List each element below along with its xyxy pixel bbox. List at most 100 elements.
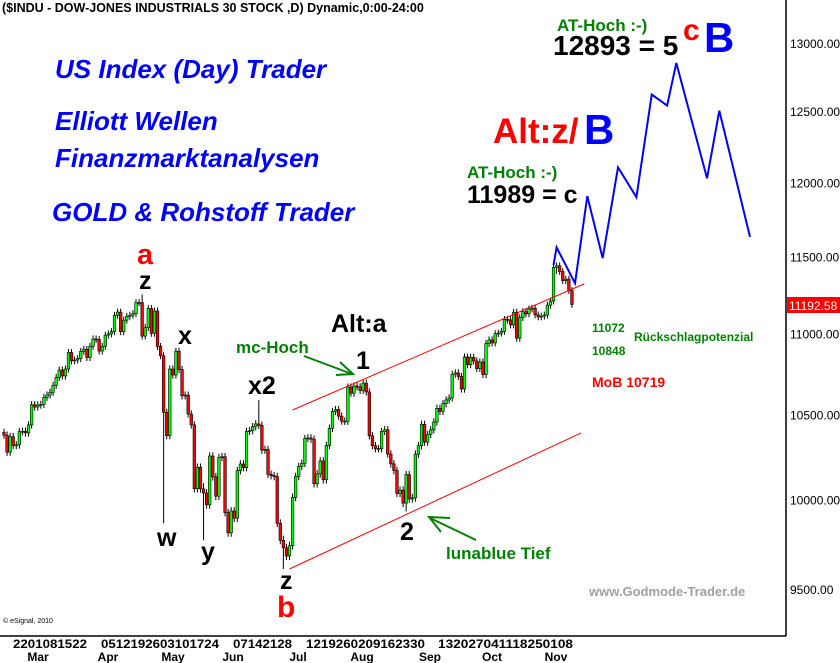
candle bbox=[158, 342, 163, 360]
x-tick-label: 1219260209162330 bbox=[306, 637, 425, 651]
candle bbox=[2, 428, 6, 439]
candle-body bbox=[401, 489, 405, 504]
candle bbox=[545, 301, 549, 319]
candle bbox=[66, 348, 71, 373]
candle-body bbox=[364, 382, 368, 393]
rueckschlag-label: Rückschlagpotenzial bbox=[634, 330, 753, 344]
candle bbox=[82, 345, 86, 355]
candle bbox=[30, 401, 34, 429]
last-price-box bbox=[787, 297, 840, 313]
x-tick-label: 07142128 bbox=[233, 637, 292, 651]
candle bbox=[109, 328, 114, 338]
candle-body bbox=[441, 403, 445, 412]
candle-body bbox=[232, 510, 236, 519]
candle-body bbox=[355, 385, 359, 388]
candle bbox=[551, 263, 556, 305]
x-tick-label: 132027041118250108 bbox=[438, 637, 573, 651]
candle bbox=[8, 432, 12, 456]
candle bbox=[36, 401, 40, 411]
candle-body bbox=[220, 456, 224, 459]
candle bbox=[306, 434, 310, 443]
candle-body bbox=[91, 338, 95, 347]
candle-body bbox=[226, 512, 230, 534]
candle bbox=[60, 366, 64, 380]
candle bbox=[229, 507, 233, 537]
candle-body bbox=[493, 333, 497, 344]
candle bbox=[508, 316, 513, 329]
candle-body bbox=[524, 311, 528, 315]
candle-body bbox=[481, 361, 485, 375]
candle-body bbox=[551, 267, 556, 302]
candle-body bbox=[211, 455, 215, 478]
candle bbox=[149, 305, 153, 337]
candle bbox=[346, 383, 350, 425]
wave-label-a: a bbox=[137, 239, 154, 271]
candle-body bbox=[472, 356, 476, 362]
candle-body bbox=[235, 470, 239, 519]
candle bbox=[330, 407, 335, 432]
candle bbox=[122, 316, 126, 336]
candle bbox=[42, 393, 46, 409]
candle-body bbox=[416, 445, 421, 455]
candle-body bbox=[505, 319, 510, 321]
channel-lower-line bbox=[289, 432, 582, 570]
candle bbox=[152, 307, 157, 337]
candle bbox=[223, 452, 227, 517]
candle-body bbox=[174, 350, 178, 376]
candle bbox=[287, 541, 292, 560]
candle bbox=[469, 353, 473, 369]
candle bbox=[165, 408, 169, 440]
candle-body bbox=[487, 339, 491, 344]
wave-label-y: y bbox=[201, 538, 215, 566]
candle-body bbox=[63, 368, 67, 377]
candle-body bbox=[269, 473, 273, 476]
candle bbox=[97, 336, 101, 355]
candle-body bbox=[518, 317, 522, 339]
promo-line-3: Finanzmarktanalysen bbox=[55, 143, 319, 173]
candle-body bbox=[392, 463, 396, 471]
candle bbox=[561, 268, 565, 285]
candle-body bbox=[561, 271, 565, 281]
candle bbox=[318, 457, 322, 478]
x-tick-label: 0512192603101724 bbox=[101, 637, 219, 651]
candle-body bbox=[352, 385, 356, 394]
candle bbox=[54, 373, 58, 389]
copyright: © eSignal, 2010 bbox=[3, 617, 53, 625]
candle-body bbox=[321, 460, 325, 481]
candle-body bbox=[542, 314, 546, 317]
candle bbox=[91, 335, 95, 350]
candle bbox=[195, 463, 200, 493]
candle bbox=[395, 466, 399, 498]
candle bbox=[542, 311, 546, 320]
candle-body bbox=[367, 391, 371, 437]
candle-body bbox=[370, 435, 375, 447]
candle-body bbox=[66, 352, 71, 370]
promo-line-1: US Index (Day) Trader bbox=[55, 54, 328, 84]
candle-body bbox=[398, 489, 402, 494]
candle bbox=[327, 424, 332, 450]
lunablue-tief-label: lunablue Tief bbox=[446, 544, 551, 563]
promo-line-4: GOLD & Rohstoff Trader bbox=[52, 197, 356, 227]
candle bbox=[180, 365, 184, 400]
candle-body bbox=[208, 455, 212, 506]
candle bbox=[333, 405, 338, 416]
y-tick-label: 10500.00 bbox=[790, 409, 840, 423]
candle-body bbox=[48, 391, 52, 396]
wave-label-w: w bbox=[156, 524, 177, 552]
candle bbox=[171, 365, 175, 379]
candle-body bbox=[315, 473, 319, 485]
candle-body bbox=[438, 408, 442, 412]
candle bbox=[490, 336, 494, 347]
candle-body bbox=[554, 265, 559, 268]
candle-body bbox=[36, 404, 40, 408]
candle bbox=[269, 470, 273, 480]
candle-body bbox=[60, 369, 64, 377]
candle bbox=[119, 308, 123, 336]
candle-body bbox=[330, 411, 335, 429]
candle-body bbox=[241, 463, 246, 468]
candle-body bbox=[515, 311, 519, 339]
y-tick-label: 12500.00 bbox=[790, 105, 840, 119]
candle bbox=[11, 432, 15, 450]
candle-body bbox=[484, 343, 488, 375]
candle-body bbox=[490, 339, 494, 344]
